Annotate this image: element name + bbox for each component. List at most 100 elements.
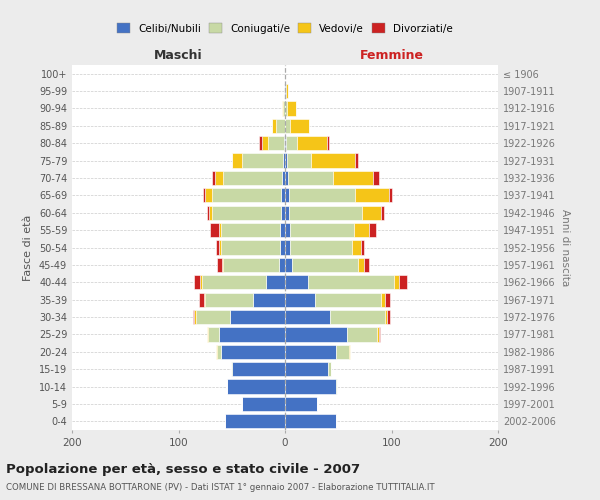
Legend: Celibi/Nubili, Coniugati/e, Vedovi/e, Divorziati/e: Celibi/Nubili, Coniugati/e, Vedovi/e, Di… [113, 19, 457, 38]
Bar [212, 171, 215, 185]
Y-axis label: Fasce di età: Fasce di età [23, 214, 33, 280]
Bar [227, 380, 285, 394]
Bar [262, 136, 268, 150]
Bar [193, 310, 194, 324]
Bar [285, 310, 330, 324]
Bar [211, 223, 219, 237]
Y-axis label: Anni di nascita: Anni di nascita [560, 209, 569, 286]
Bar [221, 344, 285, 359]
Bar [280, 240, 285, 254]
Bar [282, 171, 285, 185]
Bar [290, 240, 352, 254]
Bar [207, 328, 208, 342]
Bar [292, 258, 358, 272]
Bar [285, 328, 347, 342]
Bar [230, 310, 285, 324]
Bar [285, 258, 292, 272]
Bar [222, 258, 223, 272]
Bar [253, 292, 285, 307]
Bar [381, 292, 385, 307]
Bar [207, 206, 209, 220]
Bar [285, 344, 336, 359]
Bar [226, 414, 285, 428]
Bar [194, 275, 200, 289]
Bar [200, 275, 202, 289]
Bar [347, 328, 377, 342]
Bar [288, 171, 333, 185]
Bar [336, 380, 337, 394]
Bar [221, 240, 280, 254]
Bar [328, 362, 331, 376]
Bar [203, 188, 205, 202]
Text: Femmine: Femmine [359, 50, 424, 62]
Bar [204, 292, 205, 307]
Bar [259, 136, 262, 150]
Bar [202, 275, 266, 289]
Bar [394, 275, 399, 289]
Bar [285, 171, 288, 185]
Bar [285, 118, 290, 133]
Bar [284, 136, 285, 150]
Bar [333, 171, 373, 185]
Bar [330, 310, 385, 324]
Bar [283, 154, 285, 168]
Bar [315, 292, 381, 307]
Bar [212, 188, 281, 202]
Bar [308, 275, 394, 289]
Bar [358, 258, 364, 272]
Text: COMUNE DI BRESSANA BOTTARONE (PV) - Dati ISTAT 1° gennaio 2007 - Elaborazione TU: COMUNE DI BRESSANA BOTTARONE (PV) - Dati… [6, 484, 434, 492]
Bar [284, 84, 285, 98]
Bar [281, 206, 285, 220]
Bar [362, 206, 381, 220]
Bar [285, 223, 290, 237]
Bar [297, 136, 326, 150]
Bar [385, 310, 387, 324]
Bar [286, 84, 288, 98]
Bar [373, 171, 379, 185]
Bar [355, 154, 358, 168]
Text: Maschi: Maschi [154, 50, 203, 62]
Bar [242, 397, 285, 411]
Bar [290, 118, 310, 133]
Bar [285, 136, 286, 150]
Bar [399, 275, 407, 289]
Bar [199, 292, 204, 307]
Bar [281, 188, 285, 202]
Bar [289, 188, 355, 202]
Bar [286, 136, 297, 150]
Bar [381, 206, 384, 220]
Bar [272, 118, 277, 133]
Text: Popolazione per età, sesso e stato civile - 2007: Popolazione per età, sesso e stato civil… [6, 462, 360, 475]
Bar [205, 188, 212, 202]
Bar [219, 223, 221, 237]
Bar [209, 206, 212, 220]
Bar [290, 223, 354, 237]
Bar [349, 344, 350, 359]
Bar [205, 292, 253, 307]
Bar [352, 240, 361, 254]
Bar [285, 206, 289, 220]
Bar [361, 240, 364, 254]
Bar [389, 188, 392, 202]
Bar [266, 275, 285, 289]
Bar [194, 310, 196, 324]
Bar [285, 397, 317, 411]
Bar [277, 118, 285, 133]
Bar [364, 258, 369, 272]
Bar [242, 154, 283, 168]
Bar [223, 171, 282, 185]
Bar [379, 328, 380, 342]
Bar [285, 292, 315, 307]
Bar [285, 380, 336, 394]
Bar [285, 240, 290, 254]
Bar [355, 188, 389, 202]
Bar [326, 136, 329, 150]
Bar [215, 171, 223, 185]
Bar [285, 102, 287, 116]
Bar [230, 362, 232, 376]
Bar [196, 310, 230, 324]
Bar [385, 292, 391, 307]
Bar [285, 362, 328, 376]
Bar [285, 84, 286, 98]
Bar [336, 344, 349, 359]
